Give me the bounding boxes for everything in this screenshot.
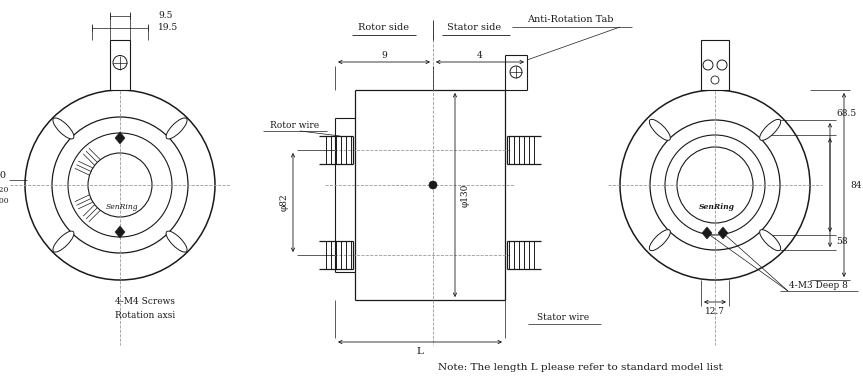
Ellipse shape — [759, 230, 781, 251]
Text: Rotor wire: Rotor wire — [270, 120, 319, 129]
Polygon shape — [718, 227, 728, 239]
Ellipse shape — [649, 119, 671, 140]
Text: 4-M3 Deep 8: 4-M3 Deep 8 — [789, 280, 847, 289]
Ellipse shape — [649, 230, 671, 251]
Text: 4-M4 Screws: 4-M4 Screws — [115, 298, 175, 307]
Text: 9.5: 9.5 — [158, 11, 173, 20]
Text: 19.5: 19.5 — [158, 23, 179, 32]
Ellipse shape — [166, 118, 187, 139]
Text: Rotor side: Rotor side — [358, 23, 410, 32]
Text: Rotation axsi: Rotation axsi — [115, 310, 175, 319]
Text: SenRing: SenRing — [699, 203, 735, 211]
Bar — [110, 40, 130, 90]
Ellipse shape — [53, 118, 74, 139]
Text: Stator wire: Stator wire — [537, 314, 589, 323]
Text: Stator side: Stator side — [447, 23, 501, 32]
Text: 4: 4 — [477, 50, 483, 59]
Text: 9: 9 — [381, 50, 387, 59]
Text: φ60: φ60 — [0, 170, 7, 179]
Text: L: L — [417, 346, 424, 355]
Text: φ82: φ82 — [280, 194, 289, 211]
Ellipse shape — [759, 119, 781, 140]
Text: φ130: φ130 — [461, 183, 470, 207]
Text: +0.20: +0.20 — [0, 186, 9, 194]
Polygon shape — [115, 226, 125, 238]
Text: 12.7: 12.7 — [705, 307, 725, 316]
Polygon shape — [115, 132, 125, 144]
Text: 58: 58 — [836, 237, 847, 246]
Text: Note: The length L please refer to standard model list: Note: The length L please refer to stand… — [438, 364, 722, 373]
Text: 68.5: 68.5 — [836, 109, 856, 118]
Text: -0.00: -0.00 — [0, 197, 9, 205]
Ellipse shape — [166, 231, 187, 252]
Bar — [701, 40, 729, 90]
Text: Anti-Rotation Tab: Anti-Rotation Tab — [526, 16, 614, 25]
Text: SenRing: SenRing — [105, 203, 138, 211]
Text: 84: 84 — [850, 181, 861, 190]
Ellipse shape — [53, 231, 74, 252]
Circle shape — [429, 181, 437, 189]
Polygon shape — [702, 227, 712, 239]
